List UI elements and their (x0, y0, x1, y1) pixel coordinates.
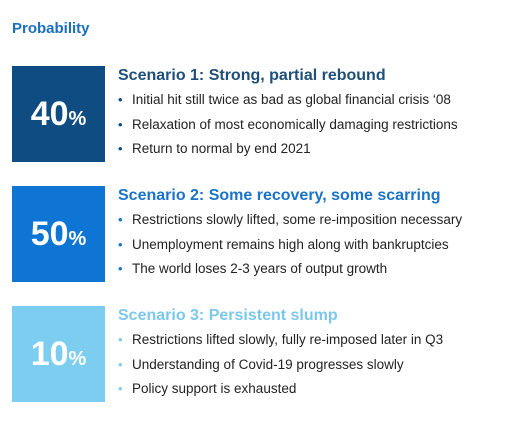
scenario-title: Scenario 3: Persistent slump (118, 307, 338, 324)
probability-number: 10 (30, 334, 69, 373)
bullet-dot: • (118, 356, 123, 372)
bullet-dot: • (118, 212, 123, 227)
bullet-item: • Restrictions slowly lifted, some re-imp… (118, 212, 462, 237)
scenario: 40% Scenario 1: Strong, partial rebound • I… (12, 66, 507, 162)
bullet-item: • Relaxation of most economically damagin… (118, 117, 458, 142)
page-title: Probability (12, 20, 90, 37)
bullet-text: Relaxation of most economically damaging… (132, 116, 458, 132)
bullet-text: Restrictions slowly lifted, some re-impo… (132, 212, 463, 227)
bullet-item: • Return to normal by end 2021 (118, 141, 458, 166)
probability-number: 50 (30, 214, 69, 253)
probability-unit: % (68, 227, 87, 250)
bullet-item: • Understanding of Covid-19 progresses sl… (118, 357, 443, 382)
scenario-title: Scenario 1: Strong, partial rebound (118, 67, 386, 84)
bullet-text: Unemployment remains high along with ban… (132, 236, 449, 252)
bullet-text: Understanding of Covid-19 progresses slo… (132, 356, 404, 372)
bullet-dot: • (118, 116, 123, 132)
probability-number: 40 (30, 94, 69, 133)
scenario: 10% Scenario 3: Persistent slump • Restrict… (12, 306, 507, 402)
bullet-dot: • (118, 141, 123, 156)
bullet-text: Return to normal by end 2021 (132, 141, 311, 156)
scenario-title: Scenario 2: Some recovery, some scarring (118, 187, 441, 204)
probability-box: 50% (12, 186, 105, 282)
bullet-item: • Restrictions lifted slowly, fully re-im… (118, 332, 443, 357)
bullet-item: • The world loses 2-3 years of output gro… (118, 261, 462, 286)
bullet-item: • Policy support is exhausted (118, 381, 443, 406)
bullet-list: • Restrictions lifted slowly, fully re-im… (118, 332, 443, 406)
probability-unit: % (68, 347, 87, 370)
bullet-text: Initial hit still twice as bad as global… (132, 92, 451, 107)
bullet-dot: • (118, 332, 123, 347)
bullet-text: Policy support is exhausted (132, 381, 297, 396)
probability-box: 10% (12, 306, 105, 402)
probability-box: 40% (12, 66, 105, 162)
probability-unit: % (68, 107, 87, 130)
bullet-list: • Restrictions slowly lifted, some re-imp… (118, 212, 462, 286)
bullet-text: Restrictions lifted slowly, fully re-imp… (132, 332, 444, 347)
bullet-item: • Initial hit still twice as bad as globa… (118, 92, 458, 117)
bullet-dot: • (118, 381, 123, 396)
bullet-text: The world loses 2-3 years of output grow… (132, 261, 388, 276)
scenario: 50% Scenario 2: Some recovery, some scarr… (12, 186, 507, 282)
bullet-item: • Unemployment remains high along with ba… (118, 237, 462, 262)
bullet-list: • Initial hit still twice as bad as globa… (118, 92, 458, 166)
bullet-dot: • (118, 261, 123, 276)
bullet-dot: • (118, 236, 123, 252)
bullet-dot: • (118, 92, 123, 107)
